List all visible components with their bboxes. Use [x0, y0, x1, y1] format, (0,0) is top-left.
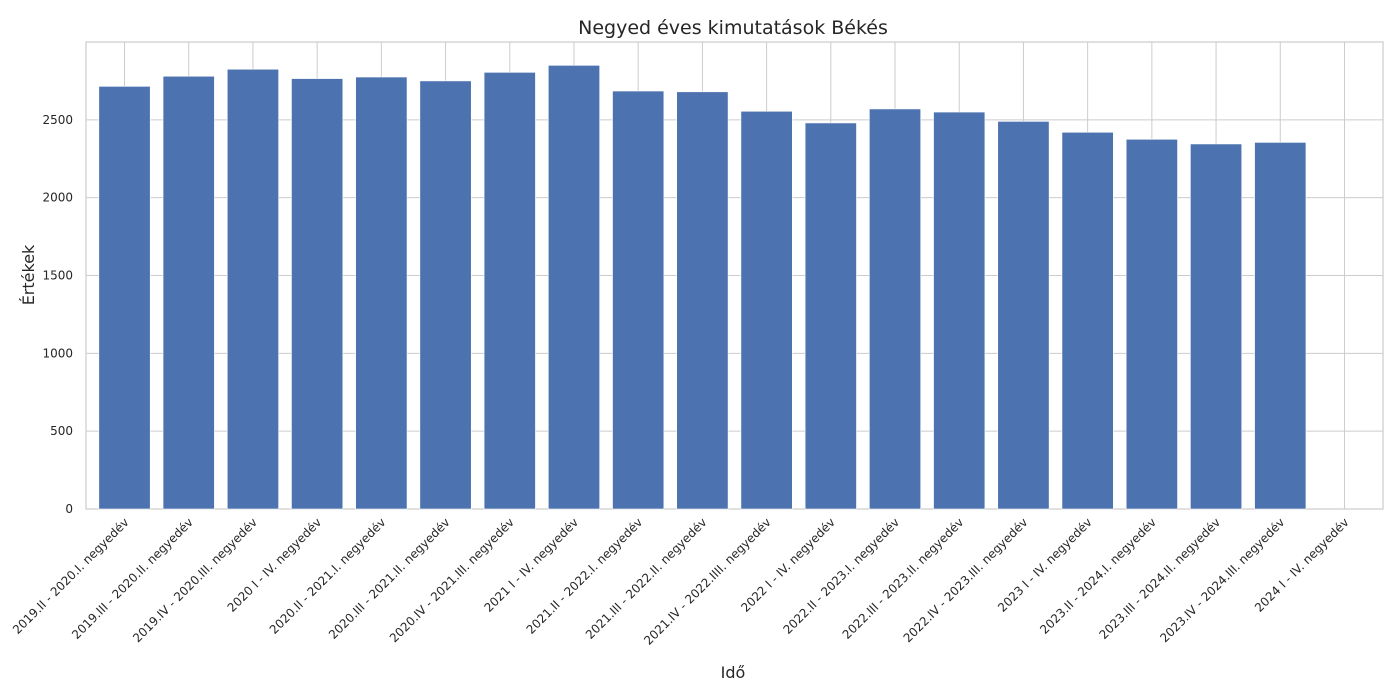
bar — [740, 110, 793, 510]
bar — [1254, 142, 1307, 510]
bar — [612, 90, 665, 510]
x-tick-label: 2022.III - 2023.II. negyedév — [840, 515, 967, 642]
y-tick-label: 2500 — [42, 113, 73, 127]
bar — [547, 65, 600, 510]
bar — [162, 75, 215, 510]
bar — [419, 80, 472, 510]
x-tick-label: 2020.III - 2021.II. negyedév — [326, 515, 453, 642]
bar — [355, 76, 408, 510]
bar — [291, 78, 344, 510]
x-axis-title: Idő — [721, 663, 746, 682]
bar — [98, 86, 151, 510]
x-tick-label: 2019.II - 2020.I. negyedév — [10, 515, 132, 637]
x-tick-label: 2022.IV - 2023.III. negyedév — [901, 515, 1031, 645]
y-tick-label: 1000 — [42, 346, 73, 360]
x-tick-label: 2019.IV - 2020.III. negyedév — [130, 515, 260, 645]
y-tick-labels: 0 500 1000 1500 2000 2500 — [42, 113, 73, 516]
x-tick-label: 2021.III - 2022.II. negyedév — [583, 515, 710, 642]
y-axis-title: Értékek — [19, 244, 38, 305]
y-tick-label: 1500 — [42, 269, 73, 283]
x-tick-label: 2023.III - 2024.II. negyedév — [1096, 515, 1223, 642]
x-tick-label: 2021.II - 2022.I. negyedév — [524, 515, 646, 637]
bar — [1061, 131, 1114, 510]
y-tick-label: 2000 — [42, 191, 73, 205]
x-tick-label: 2020.II - 2021.I. negyedév — [267, 515, 389, 637]
bar — [804, 122, 857, 510]
x-tick-label: 2020.IV - 2021.III. negyedév — [387, 515, 517, 645]
bar — [1190, 143, 1243, 510]
x-tick-label: 2021.IV - 2022.IIII. negyedév — [641, 515, 774, 648]
x-tick-label: 2022.II - 2023.I. negyedév — [780, 515, 902, 637]
y-tick-label: 0 — [65, 502, 73, 516]
y-tick-label: 500 — [50, 424, 73, 438]
x-tick-label: 2023.II - 2024.I. negyedév — [1037, 515, 1159, 637]
bar — [1125, 138, 1178, 510]
grid-layer — [85, 41, 1384, 510]
chart-title: Negyed éves kimutatások Békés — [578, 17, 888, 39]
bars-layer — [98, 65, 1307, 510]
x-tick-label: 2023.IV - 2024.III. negyedév — [1157, 515, 1287, 645]
x-tick-label: 2019.III - 2020.II. negyedév — [69, 515, 196, 642]
bar — [869, 108, 922, 510]
bar — [933, 111, 986, 510]
bar — [676, 91, 729, 510]
bar — [997, 121, 1050, 510]
bar — [226, 68, 279, 510]
bar — [483, 72, 536, 510]
